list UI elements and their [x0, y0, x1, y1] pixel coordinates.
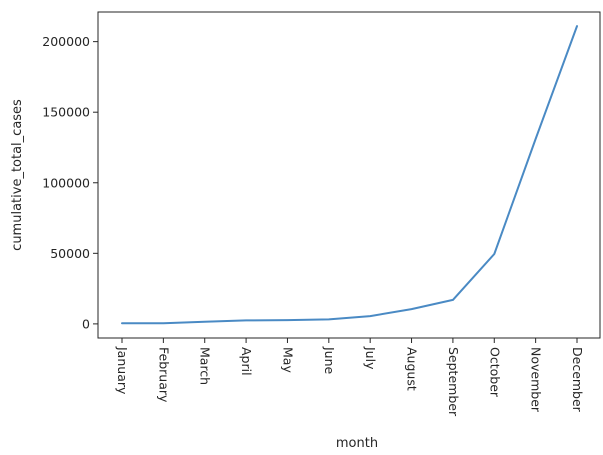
- x-axis-label: month: [336, 436, 378, 451]
- y-tick-label: 0: [82, 316, 90, 331]
- x-tick-label: September: [446, 347, 461, 417]
- series-line: [121, 25, 578, 325]
- x-tick-label: December: [570, 347, 585, 413]
- x-tick-label: February: [156, 347, 171, 403]
- x-tick-label: March: [198, 347, 213, 385]
- plot-frame: [97, 11, 601, 339]
- x-tick-label: June: [322, 346, 337, 375]
- y-axis-ticks: 0 50000 100000 150000 200000: [42, 34, 98, 331]
- x-tick-label: April: [239, 347, 254, 376]
- y-axis-label: cumulative_total_cases: [10, 99, 25, 251]
- plot-area: [98, 12, 600, 338]
- x-tick-label: January: [115, 346, 130, 395]
- y-tick-label: 50000: [50, 246, 90, 261]
- y-tick-label: 200000: [42, 34, 90, 49]
- x-tick-label: October: [487, 347, 502, 398]
- x-tick-label: November: [529, 347, 544, 413]
- x-tick-label: August: [405, 347, 420, 391]
- x-axis-ticks: January February March April May June July Augu…: [115, 338, 585, 417]
- y-tick-label: 100000: [42, 175, 90, 190]
- y-tick-label: 150000: [42, 105, 90, 120]
- x-tick-label: May: [280, 347, 295, 373]
- x-tick-label: July: [363, 346, 378, 370]
